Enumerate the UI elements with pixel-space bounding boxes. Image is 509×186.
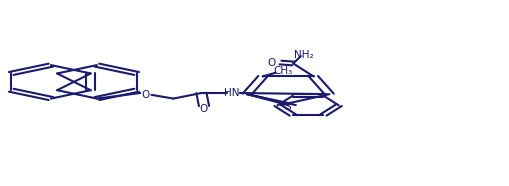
Text: CH₃: CH₃ [273,66,292,76]
Text: S: S [285,102,291,112]
Text: O: O [267,57,275,68]
Text: O: O [141,90,149,100]
Text: NH₂: NH₂ [293,50,313,60]
Text: O: O [200,104,208,114]
Text: HN: HN [224,88,239,98]
